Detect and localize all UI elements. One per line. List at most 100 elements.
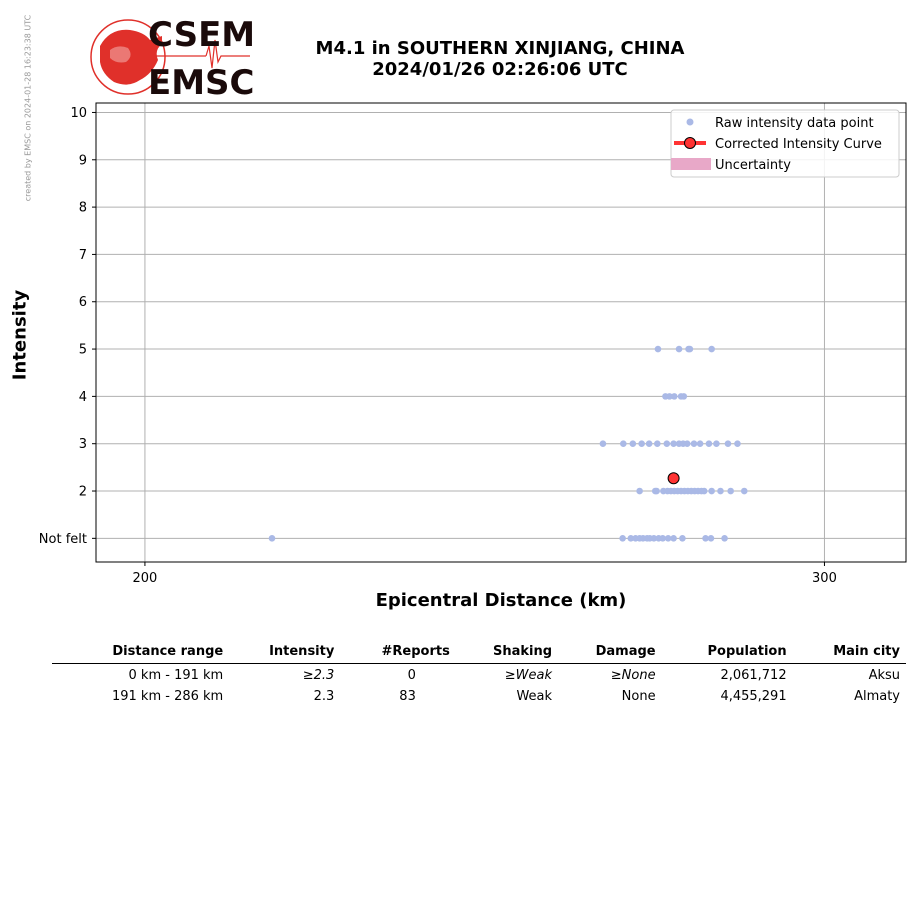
raw-intensity-point (700, 487, 708, 495)
csem-emsc-logo: CSEM EMSC (90, 16, 255, 98)
raw-intensity-point (713, 440, 720, 448)
col-damage: Damage (558, 642, 662, 664)
col-reports: #Reports (340, 642, 456, 664)
table-row: 191 km - 286 km 2.3 83 Weak None 4,455,2… (52, 685, 906, 706)
y-tick-label: 6 (79, 295, 87, 310)
cell-distance: 191 km - 286 km (111, 689, 224, 704)
col-main-city: Main city (792, 642, 906, 664)
y-tick-label: 8 (79, 201, 87, 216)
raw-intensity-point (653, 487, 660, 495)
y-tick-label: 7 (79, 248, 87, 263)
raw-intensity-point (620, 440, 627, 448)
axis-ticks: Not felt 2 3 4 5 6 7 8 9 10 200 300 (39, 106, 837, 586)
title-line-1: M4.1 in SOUTHERN XINJIANG, CHINA (315, 38, 685, 59)
col-population: Population (661, 642, 793, 664)
raw-intensity-point (734, 440, 741, 448)
raw-intensity-point (659, 535, 667, 542)
raw-intensity-point (708, 487, 715, 495)
legend: Raw intensity data point Corrected Inten… (670, 109, 900, 178)
raw-intensity-point (629, 440, 637, 448)
cell-reports: 83 (399, 689, 416, 704)
raw-intensity-point (740, 487, 748, 495)
y-tick-label: Not felt (39, 532, 87, 547)
legend-raw-label: Raw intensity data point (715, 116, 874, 131)
cell-intensity: ≥2.3 (302, 668, 335, 683)
y-axis-label-text: Intensity (9, 289, 31, 381)
credit-text: created by EMSC on 2024-01-28 16:23:38 U… (23, 14, 33, 202)
y-tick-label: 2 (79, 485, 87, 500)
col-distance-range: Distance range (52, 642, 230, 664)
chart-title: M4.1 in SOUTHERN XINJIANG, CHINA 2024/01… (250, 38, 750, 80)
cell-city: Aksu (868, 668, 900, 683)
corrected-intensity-point (667, 472, 680, 485)
raw-intensity-point (727, 487, 734, 495)
table-row: 0 km - 191 km ≥2.3 0 ≥Weak ≥None 2,061,7… (52, 664, 906, 686)
col-intensity: Intensity (229, 642, 341, 664)
raw-intensity-point (708, 345, 715, 353)
raw-intensity-point (707, 535, 715, 542)
y-tick-label: 9 (79, 153, 87, 168)
raw-intensity-point (654, 345, 662, 353)
x-axis-label: Epicentral Distance (km) (375, 590, 627, 611)
cell-population: 2,061,712 (720, 668, 787, 683)
raw-intensity-point (650, 535, 658, 542)
raw-intensity-point (679, 535, 686, 542)
raw-intensity-point (680, 393, 688, 400)
raw-intensity-point (653, 440, 661, 448)
raw-intensity-point (670, 393, 678, 400)
raw-intensity-point (717, 487, 724, 495)
credit-note: created by EMSC on 2024-01-28 16:23:38 U… (18, 8, 38, 208)
legend-raw-marker (686, 118, 694, 126)
raw-intensity-point (670, 440, 677, 448)
raw-intensity-point (268, 535, 276, 542)
cell-shaking: ≥Weak (504, 668, 553, 683)
y-tick-label: 4 (79, 390, 87, 405)
raw-intensity-point (702, 535, 709, 542)
y-tick-label: 10 (70, 106, 87, 121)
raw-intensity-point (599, 440, 607, 448)
raw-intensity-point (721, 535, 728, 542)
raw-intensity-point (670, 535, 677, 542)
cell-intensity: 2.3 (313, 689, 335, 704)
data-points (268, 345, 748, 542)
cell-shaking: Weak (516, 689, 553, 704)
cell-population: 4,455,291 (720, 689, 787, 704)
logo-csem-text: CSEM (148, 16, 255, 55)
raw-intensity-point (663, 440, 671, 448)
raw-intensity-point (619, 535, 626, 542)
raw-intensity-point (666, 393, 673, 400)
raw-intensity-point (683, 440, 691, 448)
table-header-row: Distance range Intensity #Reports Shakin… (52, 642, 906, 664)
raw-intensity-point (645, 440, 653, 448)
cell-damage: ≥None (610, 668, 656, 683)
raw-intensity-point (705, 440, 713, 448)
cell-distance: 0 km - 191 km (128, 668, 224, 683)
cell-city: Almaty (854, 689, 900, 704)
x-tick-label: 300 (812, 571, 837, 586)
logo-emsc-text: EMSC (148, 63, 255, 98)
raw-intensity-point (686, 345, 694, 353)
raw-intensity-point (638, 440, 645, 448)
raw-intensity-point (696, 440, 704, 448)
y-axis-label: Intensity (8, 200, 32, 500)
raw-intensity-point (636, 487, 643, 495)
raw-intensity-point (690, 440, 698, 448)
intensity-summary-table: Distance range Intensity #Reports Shakin… (52, 642, 906, 706)
title-line-2: 2024/01/26 02:26:06 UTC (372, 59, 628, 80)
legend-curve-marker (684, 137, 696, 149)
cell-damage: None (621, 689, 656, 704)
y-tick-label: 5 (79, 343, 87, 358)
raw-intensity-point (627, 535, 635, 542)
raw-intensity-point (664, 535, 672, 542)
col-shaking: Shaking (455, 642, 559, 664)
y-tick-label: 3 (79, 437, 87, 452)
raw-intensity-point (675, 345, 683, 353)
cell-reports: 0 (407, 668, 416, 683)
raw-intensity-point (724, 440, 732, 448)
x-tick-label: 200 (133, 571, 158, 586)
legend-curve-label: Corrected Intensity Curve (715, 137, 882, 152)
legend-uncertainty-label: Uncertainty (715, 158, 791, 173)
legend-uncertainty-swatch (671, 158, 711, 170)
plot-frame (95, 102, 907, 563)
